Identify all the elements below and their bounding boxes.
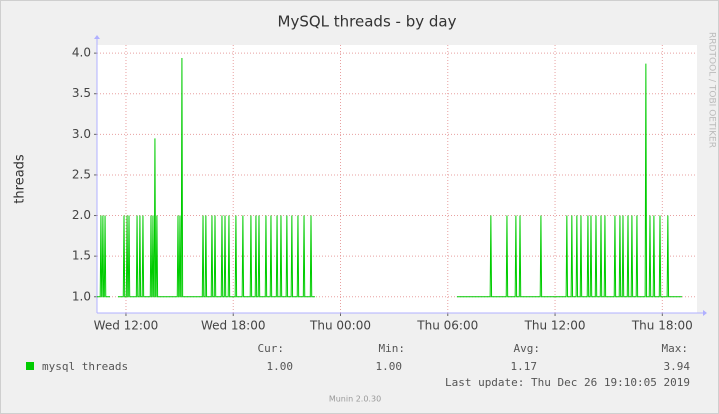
stat-header: Max: xyxy=(662,342,689,355)
stat-header: Avg: xyxy=(514,342,541,355)
plot-area xyxy=(97,45,697,313)
y-tick-label: 1.0 xyxy=(72,289,91,303)
legend-label: mysql threads xyxy=(42,360,128,373)
data-line xyxy=(97,57,682,298)
x-tick-label: Thu 18:00 xyxy=(631,319,693,333)
stat-value: 1.00 xyxy=(376,360,403,373)
y-tick-label: 2.5 xyxy=(72,167,91,181)
y-tick-label: 3.5 xyxy=(72,86,91,100)
footer: Munin 2.0.30 xyxy=(329,395,381,404)
stat-header: Cur: xyxy=(258,342,285,355)
last-update: Last update: Thu Dec 26 19:10:05 2019 xyxy=(445,376,690,389)
legend-swatch xyxy=(26,362,34,370)
axis-arrow xyxy=(94,35,100,39)
y-tick-label: 2.0 xyxy=(72,208,91,222)
stat-header: Min: xyxy=(379,342,406,355)
axis-arrow xyxy=(703,310,707,316)
stat-value: 1.00 xyxy=(267,360,294,373)
watermark: RRDTOOL / TOBI OETIKER xyxy=(707,32,717,148)
y-axis-label: threads xyxy=(13,154,28,204)
y-tick-label: 3.0 xyxy=(72,127,91,141)
x-tick-label: Thu 00:00 xyxy=(309,319,371,333)
stat-value: 1.17 xyxy=(511,360,538,373)
x-tick-label: Thu 12:00 xyxy=(524,319,586,333)
stat-value: 3.94 xyxy=(664,360,691,373)
x-tick-label: Wed 18:00 xyxy=(201,319,266,333)
y-tick-label: 1.5 xyxy=(72,249,91,263)
x-tick-label: Wed 12:00 xyxy=(94,319,159,333)
x-tick-label: Thu 06:00 xyxy=(416,319,478,333)
chart-title: MySQL threads - by day xyxy=(278,13,457,31)
y-tick-label: 4.0 xyxy=(72,46,91,60)
